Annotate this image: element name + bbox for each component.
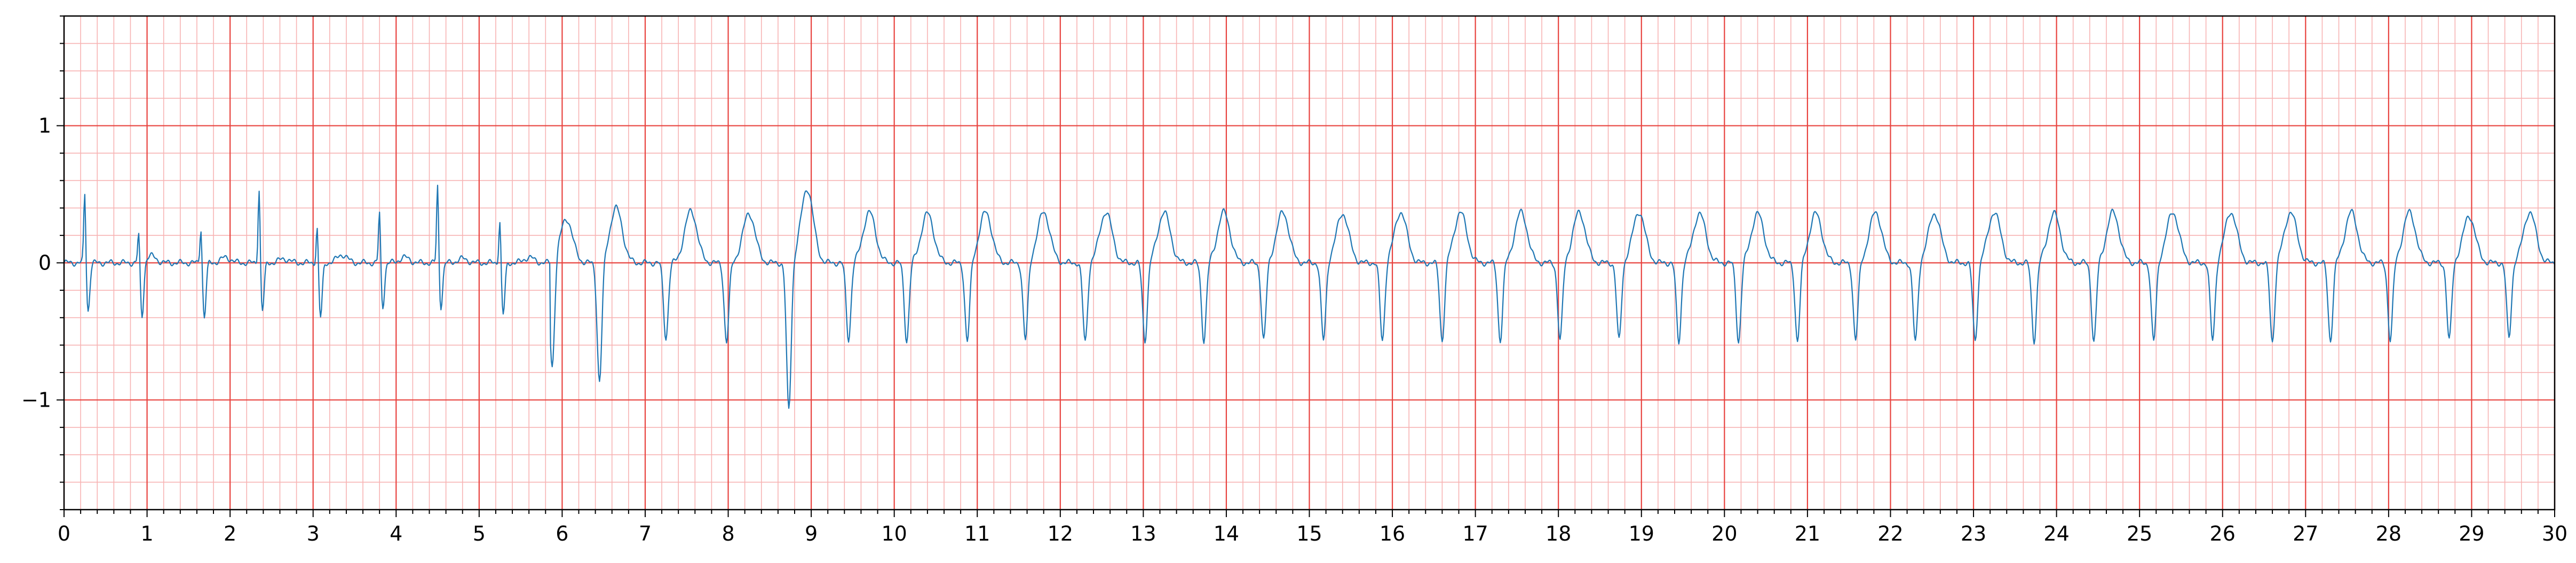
- y-tick-labels: −1 0 1: [21, 114, 51, 412]
- x-tick-label: 4: [390, 522, 402, 545]
- x-tick-label: 30: [2542, 522, 2567, 545]
- x-tick-label: 24: [2043, 522, 2069, 545]
- x-tick-label: 11: [964, 522, 990, 545]
- ecg-trace-line: [64, 185, 2555, 409]
- x-tick-label: 29: [2459, 522, 2484, 545]
- x-tick-label: 16: [1380, 522, 1405, 545]
- x-tick-label: 7: [639, 522, 652, 545]
- y-tick-label: 1: [38, 114, 51, 138]
- x-tick-label: 8: [722, 522, 734, 545]
- x-tick-label: 19: [1629, 522, 1654, 545]
- y-tick-label: 0: [38, 251, 51, 275]
- x-tick-label: 18: [1545, 522, 1571, 545]
- x-tick-label: 5: [473, 522, 486, 545]
- x-tick-label: 26: [2210, 522, 2236, 545]
- x-tick-label: 20: [1711, 522, 1737, 545]
- x-tick-label: 12: [1048, 522, 1073, 545]
- x-tick-label: 27: [2293, 522, 2318, 545]
- x-tick-label: 10: [881, 522, 907, 545]
- x-tick-label: 17: [1462, 522, 1488, 545]
- x-tick-label: 13: [1130, 522, 1156, 545]
- x-tick-label: 3: [307, 522, 320, 545]
- x-tick-label: 9: [805, 522, 818, 545]
- x-tick-label: 2: [224, 522, 236, 545]
- x-tick-label: 23: [1961, 522, 1986, 545]
- x-tick-label: 15: [1296, 522, 1322, 545]
- x-tick-label: 28: [2376, 522, 2401, 545]
- x-tick-label: 25: [2127, 522, 2152, 545]
- x-tick-label: 0: [58, 522, 70, 545]
- axis-ticks: [57, 15, 2555, 517]
- x-tick-labels: 0 1 2 3 4 5 6 7 8 9 10 11 12 13 14 15 16 17 18 19 20 21 22 23 24…: [58, 522, 2567, 545]
- x-tick-label: 21: [1795, 522, 1820, 545]
- x-tick-label: 1: [140, 522, 153, 545]
- y-tick-label: −1: [21, 388, 51, 411]
- x-tick-label: 22: [1877, 522, 1903, 545]
- x-tick-label: 6: [556, 522, 568, 545]
- x-tick-label: 14: [1214, 522, 1239, 545]
